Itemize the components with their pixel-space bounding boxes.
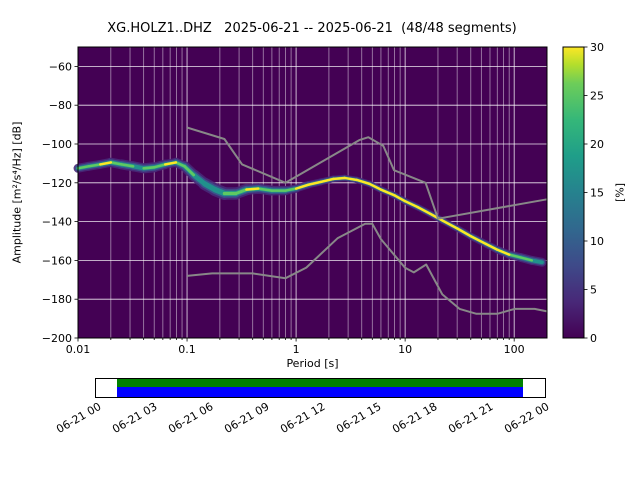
x-tick-label: 0.1 [178, 343, 196, 356]
axis-ticks [74, 46, 588, 342]
timeline-trace-strip [117, 387, 523, 397]
axis-tick-labels: 0.01 0.1 1 10 100−200−180−160−140−120−100−80… [42, 41, 604, 356]
noise-model-lines [186, 126, 548, 315]
colorbar-tick-label: 20 [590, 138, 604, 151]
timeline-coverage-bar [95, 378, 546, 398]
x-tick-label: 0.01 [66, 343, 91, 356]
colorbar-tick-label: 15 [590, 187, 604, 200]
colorbar-tick-label: 5 [590, 284, 597, 297]
x-tick-label: 10 [398, 343, 412, 356]
x-axis-label: Period [s] [286, 357, 339, 370]
y-tick-label: −140 [42, 216, 72, 229]
colorbar-tick-label: 25 [590, 90, 604, 103]
y-tick-label: −100 [42, 138, 72, 151]
timeline-coverage-data-strip [117, 379, 523, 387]
y-tick-label: −120 [42, 177, 72, 190]
y-tick-label: −60 [49, 60, 72, 73]
psd-probability-band [73, 157, 547, 267]
colorbar-tick-label: 0 [590, 332, 597, 345]
x-tick-label: 1 [293, 343, 300, 356]
colorbar-frame [562, 46, 585, 339]
colorbar-tick-label: 10 [590, 235, 604, 248]
nlnm-line [186, 222, 548, 315]
y-tick-label: −180 [42, 293, 72, 306]
y-tick-label: −160 [42, 254, 72, 267]
plot-title: XG.HOLZ1..DHZ 2025-06-21 -- 2025-06-21 (… [107, 21, 517, 36]
axes-frame [77, 46, 548, 339]
colorbar-label: [%] [613, 182, 627, 203]
colorbar-tick-label: 30 [590, 41, 604, 54]
grid-lines [77, 47, 547, 338]
y-tick-label: −80 [49, 99, 72, 112]
colorbar-gradient [563, 47, 584, 338]
y-axis-label: Amplitude [m²/s⁴/Hz] [dB] [10, 121, 24, 264]
plot-background [78, 47, 547, 338]
x-tick-label: 100 [504, 343, 525, 356]
nhnm-line [186, 126, 548, 220]
y-tick-label: −200 [42, 332, 72, 345]
